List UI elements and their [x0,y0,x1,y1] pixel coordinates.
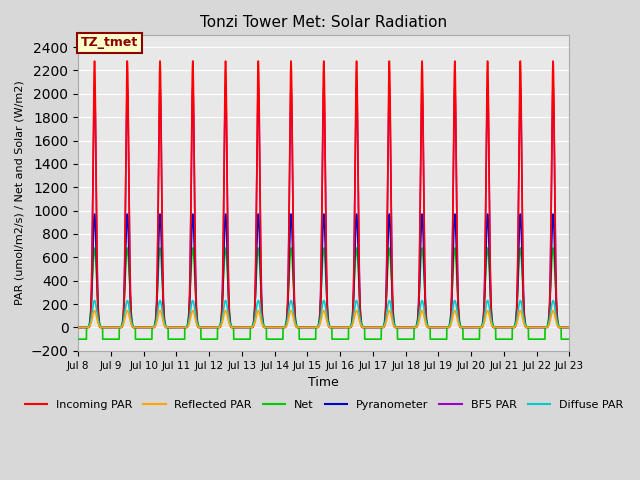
Y-axis label: PAR (umol/m2/s) / Net and Solar (W/m2): PAR (umol/m2/s) / Net and Solar (W/m2) [15,81,25,305]
Text: TZ_tmet: TZ_tmet [81,36,138,49]
Title: Tonzi Tower Met: Solar Radiation: Tonzi Tower Met: Solar Radiation [200,15,447,30]
Legend: Incoming PAR, Reflected PAR, Net, Pyranometer, BF5 PAR, Diffuse PAR: Incoming PAR, Reflected PAR, Net, Pyrano… [20,396,627,415]
X-axis label: Time: Time [308,376,339,389]
